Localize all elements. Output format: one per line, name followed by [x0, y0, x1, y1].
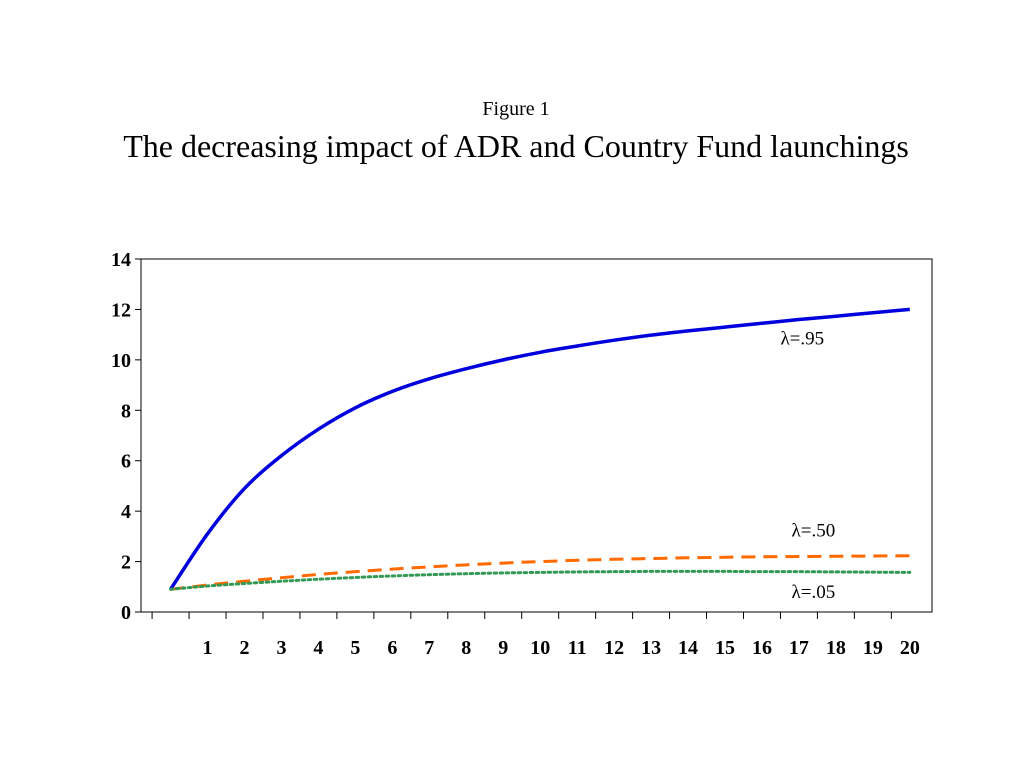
x-tick-label: 9	[498, 637, 508, 659]
x-tick-label: 18	[826, 637, 846, 659]
x-tick-label: 11	[568, 637, 587, 659]
x-tick-label: 13	[641, 637, 661, 659]
chart-title: The decreasing impact of ADR and Country…	[123, 128, 909, 164]
x-tick-label: 10	[530, 637, 550, 659]
x-tick-label: 12	[604, 637, 624, 659]
x-tick-label: 20	[900, 637, 920, 659]
x-tick-label: 6	[387, 637, 397, 659]
x-tick-label: 3	[276, 637, 286, 659]
x-tick-label: 15	[715, 637, 735, 659]
x-tick-label: 2	[239, 637, 249, 659]
y-tick-label: 12	[111, 299, 131, 321]
series-lines	[169, 307, 912, 591]
series-label-1: λ=.95	[780, 329, 824, 350]
y-tick-label: 0	[121, 602, 131, 624]
plot-frame	[140, 258, 933, 613]
x-tick-label: 1	[203, 637, 213, 659]
y-tick-label: 8	[121, 400, 131, 422]
y-tick-label: 10	[111, 350, 131, 372]
series-labels: λ=.95 λ=.50 λ=.05	[780, 329, 835, 603]
series-label-3: λ=.05	[792, 582, 836, 603]
series-label-2: λ=.50	[792, 520, 836, 541]
x-tick-label: 17	[789, 637, 809, 659]
x-tick-label: 19	[863, 637, 883, 659]
x-tick-label: 14	[678, 637, 698, 659]
series-line-2	[170, 554, 910, 591]
x-tick-label: 4	[313, 637, 323, 659]
x-tick-label: 16	[752, 637, 772, 659]
y-tick-label: 2	[121, 552, 131, 574]
y-tick-label: 4	[121, 501, 131, 523]
x-tick-label: 8	[461, 637, 471, 659]
y-tick-label: 6	[121, 451, 131, 473]
x-tick-label: 5	[350, 637, 360, 659]
y-tick-label: 14	[111, 249, 131, 271]
figure-label: Figure 1	[482, 98, 550, 120]
series-line-1	[169, 307, 910, 591]
series-line-3	[169, 569, 912, 591]
x-tick-label: 7	[424, 637, 434, 659]
